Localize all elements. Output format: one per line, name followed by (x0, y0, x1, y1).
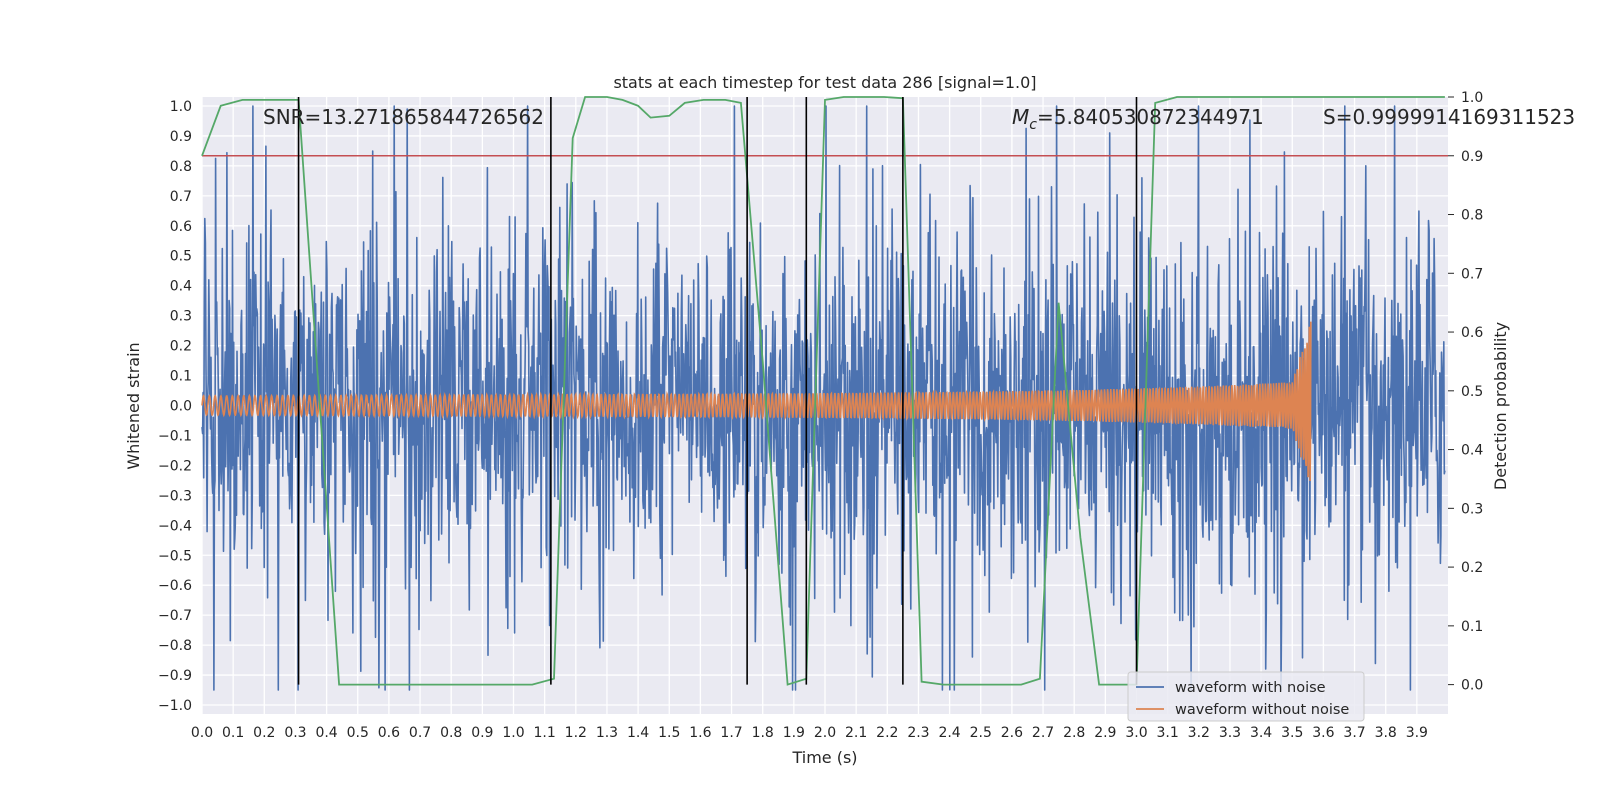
chirp-mass-subscript: c (1029, 117, 1037, 133)
y-tick-label: 0.9 (170, 129, 192, 145)
y2-tick-label: 0.2 (1461, 560, 1483, 576)
y-tick-label: −0.3 (158, 488, 192, 504)
x-tick-label: 0.6 (378, 725, 400, 741)
y-tick-label: 0.1 (170, 369, 192, 385)
x-tick-label: 0.1 (222, 725, 244, 741)
x-tick-label: 1.6 (689, 725, 711, 741)
y-tick-label: 0.0 (170, 399, 192, 415)
y-tick-label: 0.4 (170, 279, 192, 295)
x-tick-label: 0.7 (409, 725, 431, 741)
legend-box (1127, 671, 1365, 722)
x-tick-label: 0.9 (471, 725, 493, 741)
chirp-mass-value: =5.840530872344971 (1037, 105, 1264, 129)
x-tick-label: 2.7 (1032, 725, 1054, 741)
y-tick-label: −0.6 (158, 578, 192, 594)
x-tick-label: 3.7 (1343, 725, 1365, 741)
y2-tick-label: 0.4 (1461, 443, 1483, 459)
x-tick-label: 0.4 (315, 725, 337, 741)
chirp-mass-annotation: Mc=5.840530872344971 (1012, 105, 1264, 133)
y2-tick-label: 0.5 (1461, 384, 1483, 400)
y-tick-label: −0.1 (158, 428, 192, 444)
x-tick-label: 2.6 (1001, 725, 1023, 741)
x-tick-label: 2.1 (845, 725, 867, 741)
y-tick-label: −0.5 (158, 548, 192, 564)
x-tick-label: 3.5 (1281, 725, 1303, 741)
x-tick-label: 1.1 (534, 725, 556, 741)
y-tick-label: 0.8 (170, 159, 192, 175)
y2-tick-label: 0.1 (1461, 619, 1483, 635)
series-waveform-without-noise (201, 321, 1312, 482)
y-tick-label: −0.4 (158, 518, 192, 534)
detection-statistic-annotation: S=0.9999914169311523 (1323, 105, 1575, 129)
y-tick-label: −0.9 (158, 668, 192, 684)
x-tick-label: 3.8 (1375, 725, 1397, 741)
x-tick-label: 1.2 (565, 725, 587, 741)
x-tick-label: 2.8 (1063, 725, 1085, 741)
legend-label: waveform without noise (1175, 702, 1349, 718)
y2-tick-label: 0.3 (1461, 501, 1483, 517)
x-tick-label: 3.6 (1312, 725, 1334, 741)
x-tick-label: 2.0 (814, 725, 836, 741)
x-tick-label: 3.1 (1157, 725, 1179, 741)
x-tick-label: 0.8 (440, 725, 462, 741)
y-tick-label: −1.0 (158, 698, 192, 714)
chart-title: stats at each timestep for test data 286… (613, 73, 1036, 92)
y-tick-label: 0.5 (170, 249, 192, 265)
x-tick-label: 2.5 (970, 725, 992, 741)
x-axis-title: Time (s) (791, 748, 857, 767)
y2-tick-label: 0.7 (1461, 266, 1483, 282)
x-tick-label: 1.7 (720, 725, 742, 741)
y2-axis-title: Detection probability (1491, 322, 1510, 490)
x-tick-label: 1.0 (502, 725, 524, 741)
y-tick-label: 0.2 (170, 339, 192, 355)
y2-tick-label: 1.0 (1461, 90, 1483, 106)
legend-label: waveform with noise (1175, 680, 1326, 696)
y-tick-label: −0.7 (158, 608, 192, 624)
x-tick-label: 0.3 (284, 725, 306, 741)
snr-annotation: SNR=13.271865844726562 (263, 105, 544, 129)
y-axis-title: Whitened strain (124, 342, 143, 469)
y-tick-label: 0.6 (170, 219, 192, 235)
x-tick-label: 1.5 (658, 725, 680, 741)
x-tick-label: 1.3 (596, 725, 618, 741)
y-tick-label: 1.0 (170, 99, 192, 115)
y-tick-label: 0.3 (170, 309, 192, 325)
x-tick-label: 3.3 (1219, 725, 1241, 741)
y2-tick-label: 0.6 (1461, 325, 1483, 341)
series-detection-probability (201, 96, 1445, 686)
x-tick-label: 2.3 (907, 725, 929, 741)
x-tick-label: 2.9 (1094, 725, 1116, 741)
x-tick-label: 2.4 (938, 725, 960, 741)
y-tick-label: 0.7 (170, 189, 192, 205)
x-tick-label: 2.2 (876, 725, 898, 741)
x-tick-label: 3.4 (1250, 725, 1272, 741)
y2-tick-label: 0.9 (1461, 149, 1483, 165)
chirp-mass-symbol: M (1012, 105, 1029, 129)
x-tick-label: 3.9 (1406, 725, 1428, 741)
x-tick-label: 0.5 (347, 725, 369, 741)
x-tick-label: 1.4 (627, 725, 649, 741)
x-tick-label: 3.2 (1188, 725, 1210, 741)
x-tick-label: 1.9 (783, 725, 805, 741)
y2-tick-label: 0.8 (1461, 208, 1483, 224)
x-tick-label: 1.8 (752, 725, 774, 741)
x-tick-label: 0.2 (253, 725, 275, 741)
x-tick-label: 0.0 (191, 725, 213, 741)
y-tick-label: −0.2 (158, 458, 192, 474)
y2-tick-label: 0.0 (1461, 678, 1483, 694)
y-tick-label: −0.8 (158, 638, 192, 654)
x-tick-label: 3.0 (1125, 725, 1147, 741)
